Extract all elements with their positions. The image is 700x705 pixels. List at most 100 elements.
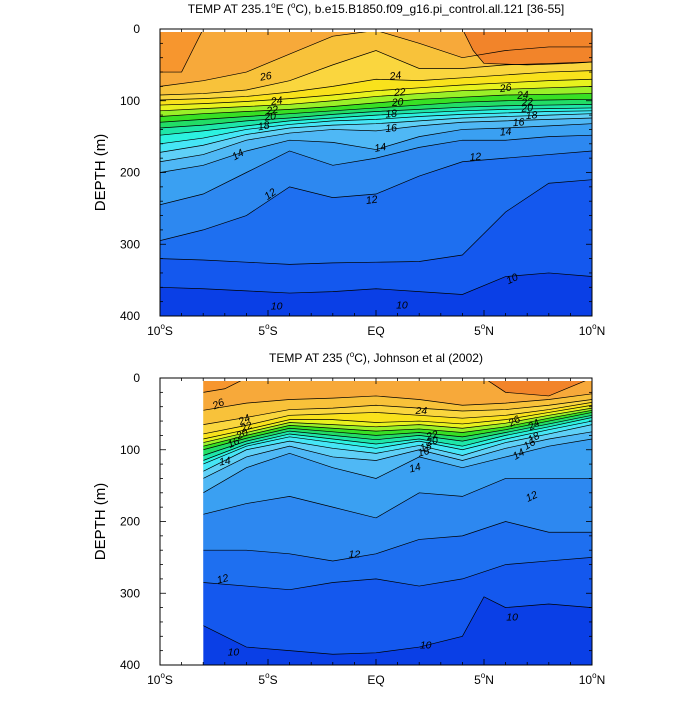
contour-label: 16 bbox=[226, 435, 242, 451]
contour-label: 20 bbox=[520, 102, 534, 115]
contour-fill: 2624222018141210242220181614121012262422… bbox=[160, 32, 592, 316]
y-tick-label: 0 bbox=[133, 22, 140, 36]
contour-label: 22 bbox=[392, 86, 406, 99]
x-tick-label: 5oN bbox=[474, 671, 494, 687]
contour-label: 14 bbox=[230, 147, 246, 163]
y-tick-label: 100 bbox=[120, 94, 140, 108]
contour-label: 16 bbox=[416, 445, 431, 460]
y-tick-label: 200 bbox=[120, 166, 140, 180]
isotherm-line-24 bbox=[160, 70, 592, 101]
isotherm-line-19 bbox=[203, 414, 592, 456]
contour-label: 10 bbox=[506, 611, 518, 623]
contour-label: 20 bbox=[390, 96, 404, 109]
contour-label: 12 bbox=[216, 572, 231, 587]
y-axis-label: DEPTH (m) bbox=[92, 134, 109, 212]
contour-label: 14 bbox=[408, 461, 423, 476]
isotherm-line-10 bbox=[203, 596, 592, 655]
contour-label: 12 bbox=[349, 548, 361, 560]
x-tick-label: 5oN bbox=[474, 322, 494, 338]
contour-label: 14 bbox=[218, 455, 232, 469]
y-tick-label: 100 bbox=[120, 443, 140, 457]
y-tick-label: 300 bbox=[120, 237, 140, 251]
isotherm-line-18 bbox=[160, 107, 592, 136]
contour-label: 26 bbox=[258, 70, 273, 84]
contour-label: 18 bbox=[525, 109, 538, 122]
isotherm-line-28 bbox=[463, 32, 592, 66]
chart-title: TEMP AT 235.1oE (oC), b.e15.B1850.f09_g1… bbox=[188, 1, 565, 16]
contour-label: 12 bbox=[524, 489, 540, 505]
isotherm-line-11 bbox=[203, 557, 592, 591]
contour-label: 22 bbox=[238, 419, 255, 435]
x-tick-label: 10oN bbox=[579, 671, 605, 687]
isotherm-line-27 bbox=[160, 32, 203, 73]
isotherm-line-16 bbox=[160, 113, 592, 153]
x-tick-label: 10oS bbox=[147, 671, 173, 687]
contour-label: 16 bbox=[385, 122, 398, 135]
contour-label: 18 bbox=[419, 440, 434, 455]
contour-label: 24 bbox=[236, 412, 253, 428]
isotherm-line-23 bbox=[160, 78, 592, 106]
contour-label: 24 bbox=[269, 94, 283, 108]
y-tick-label: 0 bbox=[133, 371, 140, 385]
x-tick-label: 5oS bbox=[258, 671, 277, 687]
contour-label: 26 bbox=[506, 413, 523, 430]
contour-label: 26 bbox=[210, 396, 227, 412]
contour-label: 24 bbox=[415, 405, 428, 417]
y-tick-label: 400 bbox=[120, 658, 140, 672]
isotherm-line-26 bbox=[160, 32, 592, 87]
contour-label: 22 bbox=[265, 104, 279, 118]
isotherm-line-27 bbox=[203, 381, 242, 393]
x-tick-label: 10oS bbox=[147, 322, 173, 338]
isotherm-line-21 bbox=[160, 93, 592, 117]
isotherm-line-11 bbox=[160, 179, 592, 265]
isotherm-line-14 bbox=[203, 438, 592, 494]
y-tick-label: 400 bbox=[120, 309, 140, 323]
contour-label: 20 bbox=[234, 426, 251, 442]
isotherm-line-25 bbox=[203, 399, 592, 425]
y-axis-label: DEPTH (m) bbox=[92, 483, 109, 561]
isotherm-line-15 bbox=[160, 117, 592, 163]
isotherm-line-22 bbox=[203, 407, 592, 443]
contour-label: 18 bbox=[257, 119, 271, 133]
isotherm-line-12 bbox=[203, 521, 592, 562]
isotherm-line-21 bbox=[203, 409, 592, 447]
isotherm-line-13 bbox=[203, 478, 592, 519]
isotherm-band-27 bbox=[203, 381, 241, 393]
isotherm-line-10 bbox=[160, 272, 592, 295]
x-tick-label: EQ bbox=[367, 673, 384, 687]
no-data-region bbox=[160, 378, 204, 665]
contour-label: 16 bbox=[522, 436, 538, 452]
isotherm-line-28 bbox=[487, 381, 586, 397]
contour-label: 26 bbox=[498, 82, 512, 96]
y-tick-label: 200 bbox=[120, 515, 140, 529]
isotherm-line-14 bbox=[160, 123, 592, 173]
isotherm-line-24 bbox=[203, 402, 592, 435]
contour-label: 10 bbox=[420, 639, 432, 651]
contour-label: 20 bbox=[424, 434, 440, 449]
contour-label: 24 bbox=[516, 89, 530, 102]
x-tick-label: EQ bbox=[367, 324, 384, 338]
contour-label: 12 bbox=[365, 193, 378, 207]
contour-label: 14 bbox=[511, 446, 527, 462]
x-tick-label: 5oS bbox=[258, 322, 277, 338]
isotherm-line-18 bbox=[203, 417, 592, 461]
isotherm-band-27 bbox=[160, 32, 202, 73]
isotherm-line-23 bbox=[203, 404, 592, 440]
isotherm-line-22 bbox=[160, 86, 592, 112]
contour-label: 10 bbox=[228, 647, 240, 659]
contour-label: 20 bbox=[263, 110, 277, 124]
contour-label: 10 bbox=[504, 271, 520, 287]
contour-label: 12 bbox=[469, 151, 482, 164]
isotherm-line-15 bbox=[203, 431, 592, 479]
isotherm-line-13 bbox=[160, 134, 592, 206]
contour-label: 14 bbox=[374, 141, 388, 155]
chart-title: TEMP AT 235 (oC), Johnson et al (2002) bbox=[269, 350, 483, 365]
contour-label: 22 bbox=[424, 429, 440, 444]
isotherm-line-20 bbox=[203, 412, 592, 451]
isotherm-line-17 bbox=[203, 420, 592, 465]
axis-ticks bbox=[159, 377, 593, 666]
isotherm-line-16 bbox=[203, 424, 592, 472]
